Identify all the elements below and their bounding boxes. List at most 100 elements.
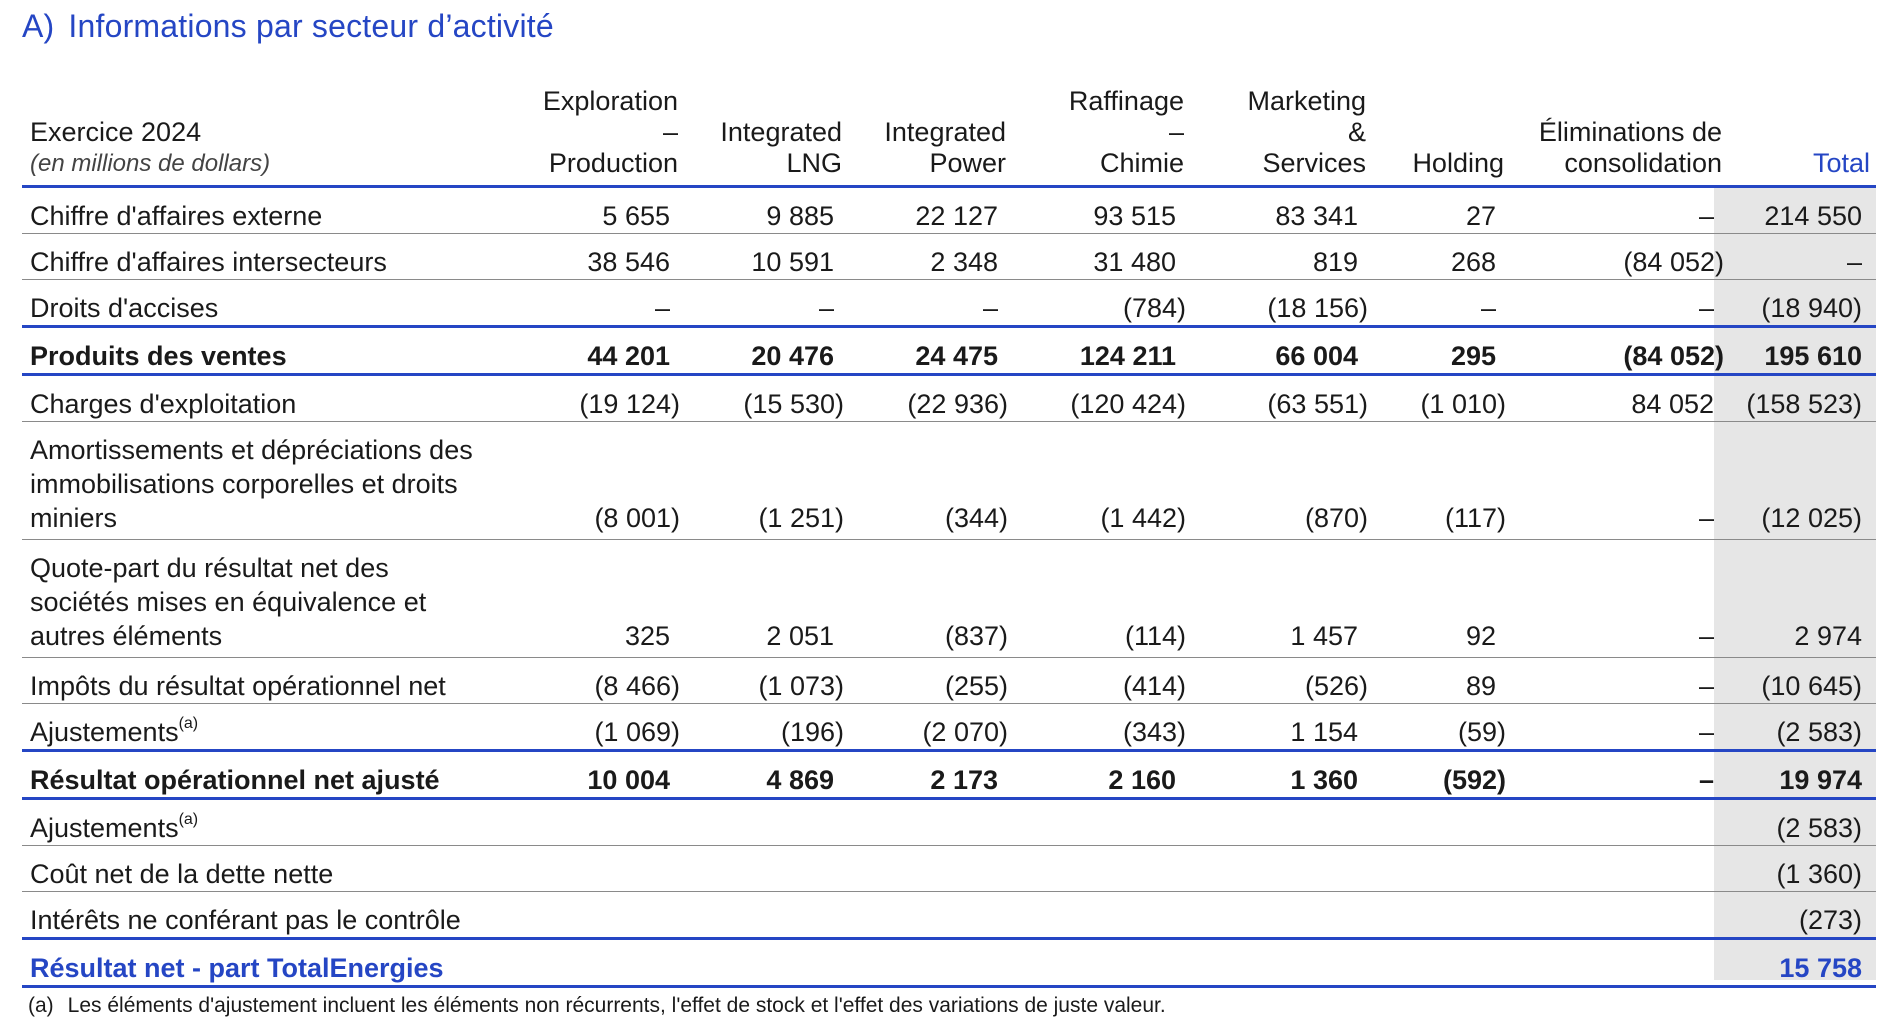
cell: 38 546 xyxy=(488,233,684,280)
col-head-eliminations: Éliminations de consolidation xyxy=(1538,117,1722,178)
cell: (837) xyxy=(848,539,1012,658)
header-year-cell: Exercice 2024 (en millions de dollars) xyxy=(22,86,488,187)
cell: (526) xyxy=(1190,657,1372,704)
table-row: Coût net de la dette nette (1 360) xyxy=(22,845,1876,892)
cell: 1 360 xyxy=(1190,750,1372,800)
cell: – xyxy=(1510,657,1728,704)
cell: (1 069) xyxy=(488,703,684,752)
table-row-net-result: Résultat net - part TotalEnergies 15 758 xyxy=(22,938,1876,988)
cell: (196) xyxy=(684,703,848,752)
cell: 89 xyxy=(1372,657,1510,704)
cell: – xyxy=(1510,703,1728,752)
cell: 9 885 xyxy=(684,186,848,234)
cell: 31 480 xyxy=(1012,233,1190,280)
row-label: Impôts du résultat opérationnel net xyxy=(22,657,488,704)
row-label: Chiffre d'affaires intersecteurs xyxy=(22,233,488,280)
row-label: Coût net de la dette nette xyxy=(22,845,488,892)
footnote-ref: (a) xyxy=(178,811,199,828)
table-row: Charges d'exploitation (19 124) (15 530)… xyxy=(22,374,1876,422)
cell: 4 869 xyxy=(684,750,848,800)
cell: 27 xyxy=(1372,186,1510,234)
total-cell: 15 758 xyxy=(1728,938,1876,988)
total-cell: – xyxy=(1728,233,1876,280)
cell: 10 004 xyxy=(488,750,684,800)
cell: 5 655 xyxy=(488,186,684,234)
total-cell: (10 645) xyxy=(1728,657,1876,704)
cell: – xyxy=(1510,750,1728,800)
cell: 10 591 xyxy=(684,233,848,280)
cell: – xyxy=(1372,279,1510,328)
total-cell: (1 360) xyxy=(1728,845,1876,892)
header-row: Exercice 2024 (en millions de dollars) E… xyxy=(22,86,1876,187)
cell: (120 424) xyxy=(1012,374,1190,422)
cell: – xyxy=(684,279,848,328)
cell: (1 442) xyxy=(1012,421,1190,540)
footnote-text: Les éléments d'ajustement incluent les é… xyxy=(67,994,1166,1017)
cell: 2 160 xyxy=(1012,750,1190,800)
table-row: Impôts du résultat opérationnel net (8 4… xyxy=(22,657,1876,704)
section-heading: Informations par secteur d’activité xyxy=(68,8,554,44)
row-label: Intérêts ne conférant pas le contrôle xyxy=(22,891,488,940)
cell: 1 154 xyxy=(1190,703,1372,752)
cell: – xyxy=(1510,421,1728,540)
cell: (15 530) xyxy=(684,374,848,422)
row-label: Droits d'accises xyxy=(22,279,488,328)
cell: 20 476 xyxy=(684,326,848,376)
total-cell: (158 523) xyxy=(1728,374,1876,422)
cell: – xyxy=(1510,539,1728,658)
cell: (84 052) xyxy=(1510,233,1728,280)
cell: 1 457 xyxy=(1190,539,1372,658)
footnote-mark: (a) xyxy=(28,994,54,1017)
total-cell: (2 583) xyxy=(1728,703,1876,752)
table-row: Intérêts ne conférant pas le contrôle (2… xyxy=(22,891,1876,940)
cell: 2 348 xyxy=(848,233,1012,280)
footnote: (a) Les éléments d'ajustement incluent le… xyxy=(28,994,1166,1018)
cell: (8 001) xyxy=(488,421,684,540)
footnote-ref: (a) xyxy=(178,715,199,732)
table-row: Droits d'accises – – – (784) (18 156) – … xyxy=(22,279,1876,328)
row-label: Produits des ventes xyxy=(22,326,488,376)
cell: (117) xyxy=(1372,421,1510,540)
total-cell: (2 583) xyxy=(1728,798,1876,846)
row-label: Ajustements(a) xyxy=(22,703,488,752)
table-row: Ajustements(a) (1 069) (196) (2 070) (34… xyxy=(22,703,1876,752)
total-cell: 195 610 xyxy=(1728,326,1876,376)
cell: (59) xyxy=(1372,703,1510,752)
cell: 92 xyxy=(1372,539,1510,658)
total-cell: (12 025) xyxy=(1728,421,1876,540)
cell: (1 073) xyxy=(684,657,848,704)
cell: 2 051 xyxy=(684,539,848,658)
cell: 268 xyxy=(1372,233,1510,280)
total-cell: 2 974 xyxy=(1728,539,1876,658)
col-head-exploration-production: Exploration – Production xyxy=(542,86,678,178)
cell: (84 052) xyxy=(1510,326,1728,376)
section-letter: A) xyxy=(22,8,55,44)
row-label: Quote-part du résultat net des sociétés … xyxy=(22,539,488,658)
total-cell: (18 940) xyxy=(1728,279,1876,328)
col-head-holding: Holding xyxy=(1412,148,1504,178)
total-cell: (273) xyxy=(1728,891,1876,940)
cell: 325 xyxy=(488,539,684,658)
cell: 93 515 xyxy=(1012,186,1190,234)
section-title: A) Informations par secteur d’activité xyxy=(22,8,554,45)
cell: (18 156) xyxy=(1190,279,1372,328)
cell: (1 010) xyxy=(1372,374,1510,422)
col-head-marketing-services: Marketing & Services xyxy=(1247,86,1366,178)
cell: 84 052 xyxy=(1510,374,1728,422)
cell: 819 xyxy=(1190,233,1372,280)
cell: 66 004 xyxy=(1190,326,1372,376)
segment-table: Exercice 2024 (en millions de dollars) E… xyxy=(22,86,1876,988)
table-row: Ajustements(a) (2 583) xyxy=(22,798,1876,846)
cell: 22 127 xyxy=(848,186,1012,234)
cell: – xyxy=(1510,279,1728,328)
cell: – xyxy=(1510,186,1728,234)
cell: 2 173 xyxy=(848,750,1012,800)
cell: (255) xyxy=(848,657,1012,704)
col-head-total: Total xyxy=(1812,148,1870,178)
cell: (1 251) xyxy=(684,421,848,540)
cell: – xyxy=(488,279,684,328)
fiscal-year: Exercice 2024 xyxy=(30,117,202,147)
table-row: Chiffre d'affaires intersecteurs 38 546 … xyxy=(22,233,1876,280)
cell: (19 124) xyxy=(488,374,684,422)
cell: 295 xyxy=(1372,326,1510,376)
